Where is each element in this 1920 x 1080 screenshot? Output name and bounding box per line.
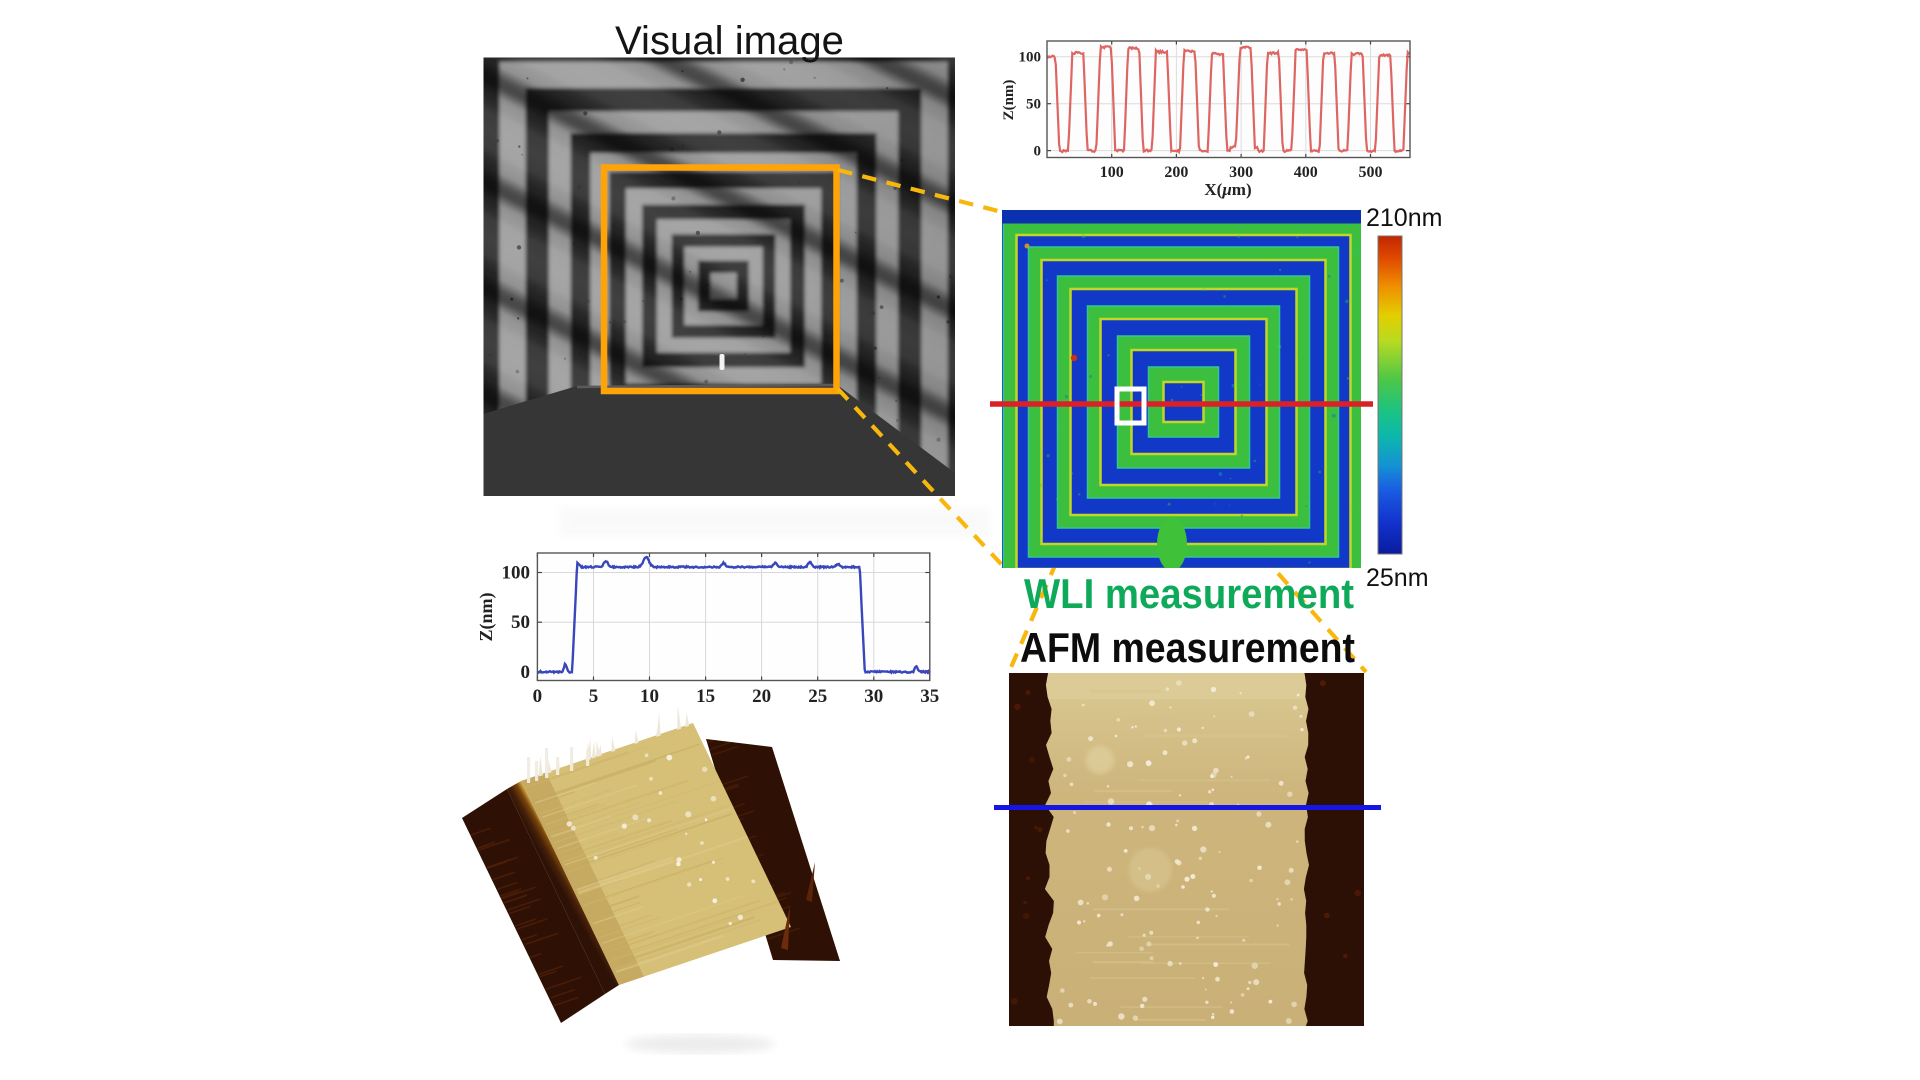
svg-text:50: 50 (1026, 97, 1041, 113)
svg-text:Z(nm): Z(nm) (476, 592, 497, 641)
svg-text:Visual image: Visual image (615, 19, 844, 63)
svg-text:30: 30 (864, 686, 883, 707)
svg-text:X(μm): X(μm) (1204, 180, 1251, 199)
svg-text:25: 25 (808, 686, 827, 707)
svg-text:AFM measurement: AFM measurement (1020, 624, 1355, 671)
svg-text:100: 100 (1100, 164, 1124, 181)
svg-text:210nm: 210nm (1366, 204, 1442, 232)
svg-text:0: 0 (521, 662, 531, 683)
svg-text:35: 35 (920, 686, 939, 707)
svg-text:500: 500 (1359, 164, 1383, 181)
svg-text:5: 5 (589, 686, 599, 707)
svg-text:50: 50 (511, 612, 530, 633)
svg-text:25nm: 25nm (1366, 564, 1429, 592)
svg-text:20: 20 (752, 686, 771, 707)
svg-text:15: 15 (696, 686, 715, 707)
svg-text:100: 100 (1019, 50, 1042, 66)
svg-text:WLI measurement: WLI measurement (1024, 570, 1354, 617)
svg-text:200: 200 (1164, 164, 1188, 181)
svg-text:Z(nm): Z(nm) (1001, 80, 1017, 121)
svg-text:400: 400 (1294, 164, 1318, 181)
svg-text:0: 0 (1034, 144, 1042, 160)
svg-text:10: 10 (640, 686, 659, 707)
svg-text:300: 300 (1229, 164, 1253, 181)
svg-text:100: 100 (502, 563, 531, 584)
svg-text:0: 0 (533, 686, 543, 707)
